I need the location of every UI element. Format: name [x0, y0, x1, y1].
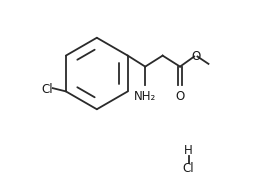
Text: Cl: Cl	[41, 83, 53, 96]
Text: NH₂: NH₂	[134, 90, 156, 103]
Text: Cl: Cl	[183, 162, 194, 175]
Text: O: O	[175, 90, 185, 103]
Text: O: O	[191, 50, 200, 63]
Text: H: H	[184, 144, 193, 157]
